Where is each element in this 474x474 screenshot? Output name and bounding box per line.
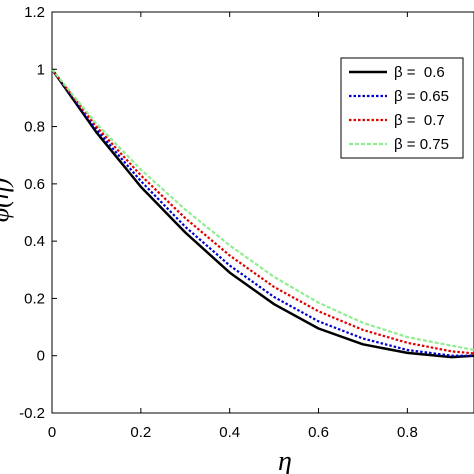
y-tick-label: 1.2 [24,4,45,21]
x-tick-label: 0.2 [130,424,151,441]
legend-label-3: β = 0.7 [394,112,445,129]
y-axis-label: φ(η) [0,178,14,223]
y-tick-label: 0.8 [24,119,45,136]
series-line-1 [50,68,474,359]
y-tick-label: 0 [37,348,45,365]
legend: β = 0.6 β = 0.65 β = 0.7 β = 0.75 [340,57,464,159]
y-tick-label: 1 [37,61,45,78]
y-tick-label: -0.2 [19,405,45,422]
legend-label-4: β = 0.75 [394,136,449,153]
legend-box [340,57,464,159]
legend-label-2: β = 0.65 [394,88,449,105]
legend-label-1: β = 0.6 [394,64,445,81]
x-tick-label: 0 [48,424,56,441]
x-tick-label: 0.6 [308,424,329,441]
y-tick-label: 0.6 [24,176,45,193]
x-axis-label: η [278,446,292,474]
series-lines [50,68,474,359]
y-tick-label: 0.4 [24,233,45,250]
axes: 0 0.2 0.4 0.6 0.8-0.200.20.40.60.811.2 [19,4,418,441]
y-tick-label: 0.2 [24,290,45,307]
series-line-2 [51,68,474,357]
series-line-3 [51,68,474,355]
x-tick-label: 0.8 [397,424,418,441]
x-tick-label: 0.4 [219,424,240,441]
